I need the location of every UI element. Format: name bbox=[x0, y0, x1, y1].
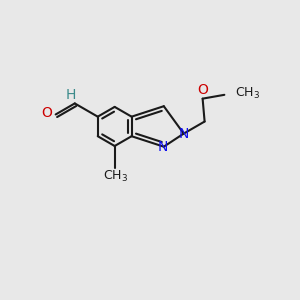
Text: H: H bbox=[66, 88, 76, 102]
Text: N: N bbox=[178, 127, 189, 141]
Text: CH$_3$: CH$_3$ bbox=[235, 86, 260, 101]
Text: N: N bbox=[157, 140, 167, 154]
Text: CH$_3$: CH$_3$ bbox=[103, 169, 128, 184]
Text: O: O bbox=[197, 83, 208, 98]
Text: O: O bbox=[41, 106, 52, 120]
